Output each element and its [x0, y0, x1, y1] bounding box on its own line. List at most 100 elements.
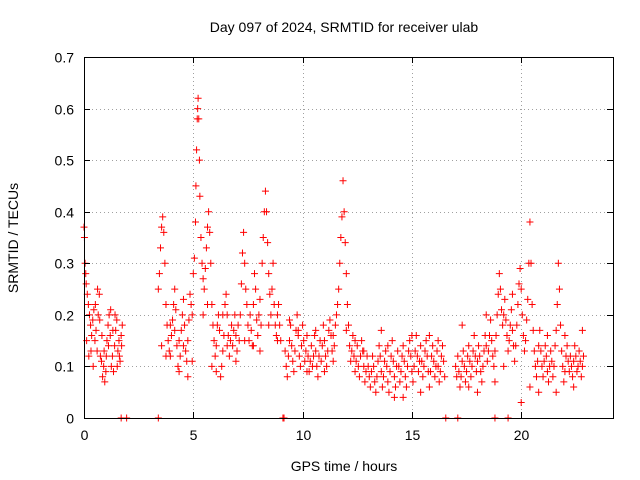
data-point — [211, 352, 219, 360]
data-point — [102, 352, 110, 360]
data-point — [554, 259, 562, 267]
data-point — [570, 383, 578, 391]
data-point — [485, 331, 493, 339]
data-point — [319, 321, 327, 329]
data-point — [419, 373, 427, 381]
data-point — [106, 331, 114, 339]
data-point — [452, 362, 460, 370]
data-point — [527, 259, 535, 267]
data-point — [361, 378, 369, 386]
data-point — [268, 285, 276, 293]
data-point — [232, 331, 240, 339]
data-point — [320, 368, 328, 376]
data-point — [328, 347, 336, 355]
data-point — [343, 301, 351, 309]
data-point — [99, 373, 107, 381]
data-point — [438, 342, 446, 350]
data-point — [434, 362, 442, 370]
data-point — [113, 362, 121, 370]
data-point — [342, 326, 350, 334]
data-point — [548, 357, 556, 365]
data-point — [469, 347, 477, 355]
data-point — [425, 383, 433, 391]
data-point — [105, 311, 113, 319]
data-point — [210, 337, 218, 345]
data-point — [565, 368, 573, 376]
data-point — [89, 316, 97, 324]
data-point — [507, 306, 515, 314]
data-point — [110, 368, 118, 376]
data-point — [253, 316, 261, 324]
data-point — [512, 342, 520, 350]
data-point — [501, 295, 509, 303]
data-point — [456, 383, 464, 391]
data-point — [496, 285, 504, 293]
data-point — [204, 301, 212, 309]
data-point — [216, 326, 224, 334]
data-point — [97, 357, 105, 365]
data-point — [386, 368, 394, 376]
data-point — [296, 362, 304, 370]
data-point — [251, 270, 259, 278]
data-point — [307, 342, 315, 350]
data-point — [458, 357, 466, 365]
data-point — [200, 285, 208, 293]
data-point — [338, 213, 346, 221]
data-point — [506, 321, 514, 329]
data-point — [102, 368, 110, 376]
data-point — [488, 337, 496, 345]
data-point — [194, 105, 202, 113]
data-point — [185, 316, 193, 324]
data-point — [88, 331, 96, 339]
data-point — [302, 347, 310, 355]
data-point — [181, 321, 189, 329]
data-point — [295, 352, 303, 360]
data-point — [420, 362, 428, 370]
data-point — [579, 352, 587, 360]
data-point — [440, 357, 448, 365]
data-point — [466, 357, 474, 365]
data-point — [230, 326, 238, 334]
data-point — [476, 352, 484, 360]
data-point — [299, 321, 307, 329]
data-point — [173, 342, 181, 350]
data-point — [484, 347, 492, 355]
data-point — [87, 321, 95, 329]
data-point — [503, 331, 511, 339]
data-point — [174, 362, 182, 370]
data-point — [518, 311, 526, 319]
data-point — [82, 270, 90, 278]
data-point — [312, 347, 320, 355]
data-point — [256, 295, 264, 303]
data-point — [572, 352, 580, 360]
data-point — [92, 326, 100, 334]
data-point — [205, 208, 213, 216]
data-point — [194, 94, 202, 102]
data-point — [502, 316, 510, 324]
data-point — [300, 337, 308, 345]
data-point — [273, 337, 281, 345]
data-point — [360, 347, 368, 355]
data-point — [492, 331, 500, 339]
data-point — [352, 357, 360, 365]
y-tick-label: 0.4 — [55, 205, 75, 221]
data-point — [538, 362, 546, 370]
data-point — [550, 362, 558, 370]
data-point — [353, 342, 361, 350]
data-point — [241, 337, 249, 345]
data-point — [433, 347, 441, 355]
data-point — [331, 321, 339, 329]
data-point — [225, 352, 233, 360]
data-point — [184, 373, 192, 381]
data-point — [524, 295, 532, 303]
data-point — [549, 373, 557, 381]
data-point — [267, 311, 275, 319]
data-point — [188, 311, 196, 319]
data-point — [218, 362, 226, 370]
data-point — [539, 373, 547, 381]
data-point — [470, 331, 478, 339]
data-point — [408, 331, 416, 339]
data-point — [515, 280, 523, 288]
data-point — [118, 342, 126, 350]
data-point — [351, 337, 359, 345]
